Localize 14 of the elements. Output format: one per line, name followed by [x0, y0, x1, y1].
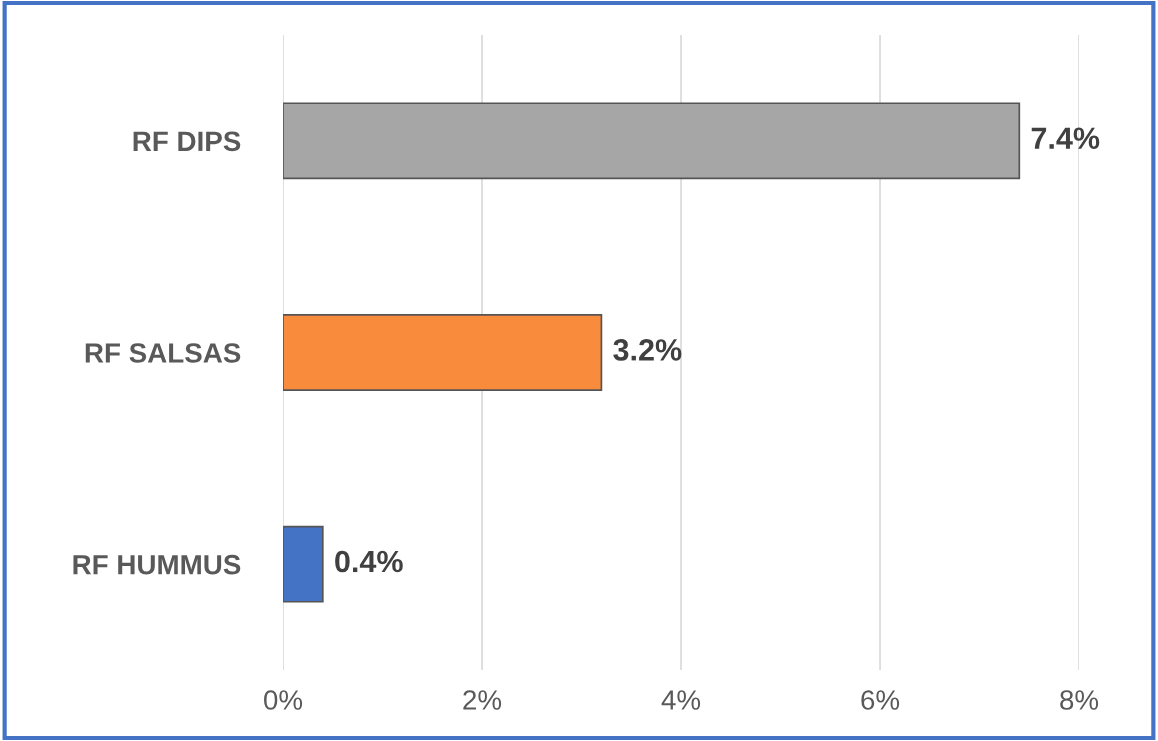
x-tick-label: 2%: [463, 690, 502, 710]
y-tick-label: RF SALSAS: [85, 343, 241, 363]
y-tick-label: RF DIPS: [133, 131, 241, 152]
bar: [283, 314, 603, 391]
bar: [283, 102, 1021, 180]
bar: [283, 525, 324, 603]
x-tick-label: 8%: [1060, 690, 1099, 710]
data-label: 7.4%: [1031, 127, 1100, 149]
x-tick-label: 0%: [264, 690, 303, 710]
y-tick-label: RF HUMMUS: [73, 554, 241, 575]
x-tick-label: 4%: [661, 690, 701, 710]
x-tick-label: 6%: [861, 690, 900, 710]
data-label: 0.4%: [335, 550, 403, 573]
data-label: 3.2%: [613, 339, 682, 361]
